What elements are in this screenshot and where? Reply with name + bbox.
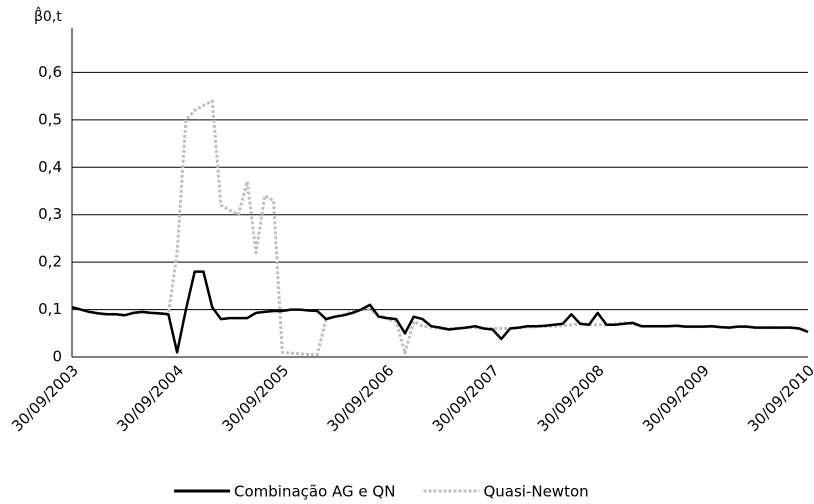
y-tick-label: 0 (52, 348, 62, 366)
legend-label: Combinação AG e QN (234, 483, 395, 501)
x-tick-label: 30/09/2003 (8, 361, 82, 435)
y-tick-label: 0,3 (38, 205, 62, 223)
x-tick-label: 30/09/2006 (324, 361, 398, 435)
legend-label: Quasi-Newton (483, 483, 588, 501)
y-axis-title: β̂0,t (34, 6, 62, 25)
x-tick-label: 30/09/2010 (744, 361, 814, 435)
y-tick-label: 0,1 (38, 300, 62, 318)
x-tick-label: 30/09/2004 (113, 361, 187, 435)
y-tick-label: 0,6 (38, 63, 62, 81)
series-line (71, 270, 809, 354)
x-tick-label: 30/09/2009 (639, 361, 713, 435)
y-tick-label: 0,5 (38, 110, 62, 128)
x-tick-label: 30/09/2005 (218, 361, 292, 435)
y-tick-label: 0,2 (38, 253, 62, 271)
x-tick-label: 30/09/2007 (429, 361, 503, 435)
x-tick-label: 30/09/2008 (534, 361, 608, 435)
y-tick-label: 0,4 (38, 158, 62, 176)
series-line (71, 99, 809, 357)
